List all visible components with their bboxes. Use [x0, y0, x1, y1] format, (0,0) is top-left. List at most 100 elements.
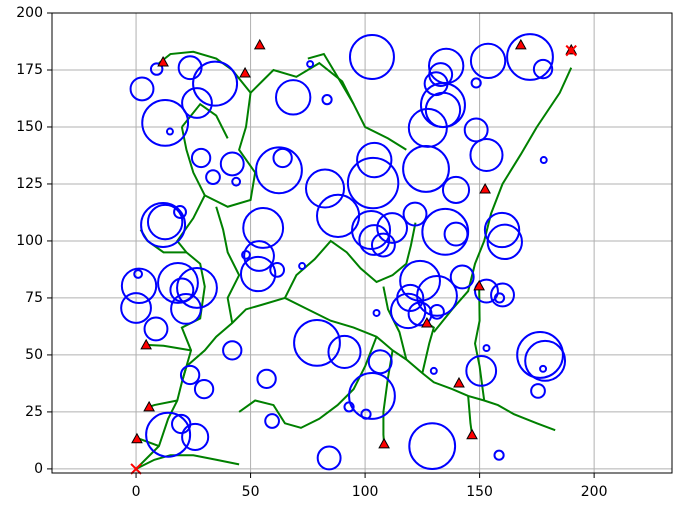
waypoint — [421, 316, 433, 328]
obstacle — [469, 137, 504, 173]
waypoint — [514, 38, 527, 50]
obstacle — [493, 449, 505, 461]
obstacle — [298, 262, 307, 271]
obstacle — [482, 344, 491, 353]
obstacle — [176, 266, 218, 309]
tree-branch — [146, 343, 192, 352]
obstacle — [358, 224, 391, 256]
obstacle — [205, 169, 221, 185]
obstacle — [269, 262, 286, 278]
obstacle — [165, 127, 174, 136]
obstacle — [177, 55, 203, 81]
obstacle — [143, 316, 169, 342]
obstacle — [179, 364, 201, 386]
waypoint — [378, 437, 390, 449]
obstacle — [145, 411, 192, 458]
y-tick-label: 25 — [25, 404, 43, 420]
obstacle — [351, 209, 392, 251]
obstacle — [140, 202, 187, 248]
waypoint — [131, 432, 143, 444]
obstacle — [133, 269, 144, 279]
obstacle — [532, 58, 554, 80]
obstacle — [141, 98, 190, 147]
obstacle — [372, 309, 381, 317]
obstacle — [181, 87, 213, 119]
obstacle — [429, 366, 438, 375]
obstacle — [429, 303, 445, 320]
obstacle — [222, 340, 243, 361]
tree-branch — [474, 285, 486, 401]
y-tick-label: 100 — [16, 233, 43, 249]
obstacle — [327, 334, 362, 369]
obstacle — [493, 292, 506, 304]
obstacle — [399, 259, 441, 302]
tree-branch — [284, 222, 417, 299]
obstacle — [346, 156, 400, 210]
obstacle — [190, 147, 212, 169]
x-tick-label: 0 — [132, 484, 141, 500]
y-tick-label: 175 — [16, 62, 43, 78]
x-tick-label: 100 — [352, 484, 379, 500]
obstacle — [348, 372, 396, 420]
tree-branch — [433, 67, 573, 333]
endpoint — [565, 44, 577, 57]
obstacle — [402, 145, 450, 193]
obstacle — [408, 422, 457, 471]
obstacle — [255, 146, 303, 195]
obstacle — [293, 318, 341, 367]
obstacle — [321, 94, 333, 106]
plot-frame — [51, 12, 673, 474]
obstacle — [474, 278, 499, 304]
obstacle — [157, 261, 199, 304]
tree-branch — [135, 296, 556, 470]
obstacle — [348, 34, 395, 80]
obstacle — [316, 445, 342, 471]
obstacle — [470, 77, 482, 89]
y-tick-label: 125 — [16, 176, 43, 192]
y-tick-label: 75 — [25, 290, 43, 306]
y-tick-label: 150 — [16, 119, 43, 135]
obstacle — [274, 79, 312, 116]
obstacle — [120, 267, 158, 305]
obstacle — [306, 60, 315, 69]
waypoint — [157, 55, 169, 67]
tree-branch — [204, 61, 407, 208]
obstacle — [367, 349, 393, 375]
obstacle — [305, 168, 346, 209]
obstacle — [264, 413, 280, 429]
endpoint — [130, 463, 142, 475]
obstacle — [193, 378, 215, 400]
obstacle — [173, 205, 187, 219]
y-tick-label: 200 — [16, 5, 43, 21]
waypoint — [479, 182, 491, 194]
obstacle — [256, 368, 277, 390]
tree-branch — [135, 454, 240, 470]
x-tick-label: 150 — [466, 484, 493, 500]
obstacle — [486, 223, 523, 261]
waypoint — [473, 279, 486, 291]
obstacle — [231, 176, 242, 187]
obstacle — [370, 232, 396, 258]
obstacle — [239, 255, 277, 293]
waypoint — [239, 66, 251, 78]
obstacle — [243, 240, 275, 272]
obstacle — [219, 151, 245, 177]
obstacle — [129, 76, 155, 102]
y-tick-label: 0 — [34, 461, 43, 477]
obstacle — [524, 339, 567, 382]
obstacle — [469, 42, 507, 80]
tree-branch — [215, 206, 241, 324]
waypoint — [140, 338, 152, 350]
obstacle — [376, 212, 409, 244]
obstacle — [120, 292, 152, 324]
obstacle — [149, 62, 164, 76]
waypoint — [453, 376, 465, 388]
obstacle — [356, 141, 393, 179]
waypoint — [253, 38, 266, 50]
obstacle — [539, 156, 548, 165]
x-tick-label: 200 — [581, 484, 608, 500]
obstacle — [170, 292, 202, 325]
